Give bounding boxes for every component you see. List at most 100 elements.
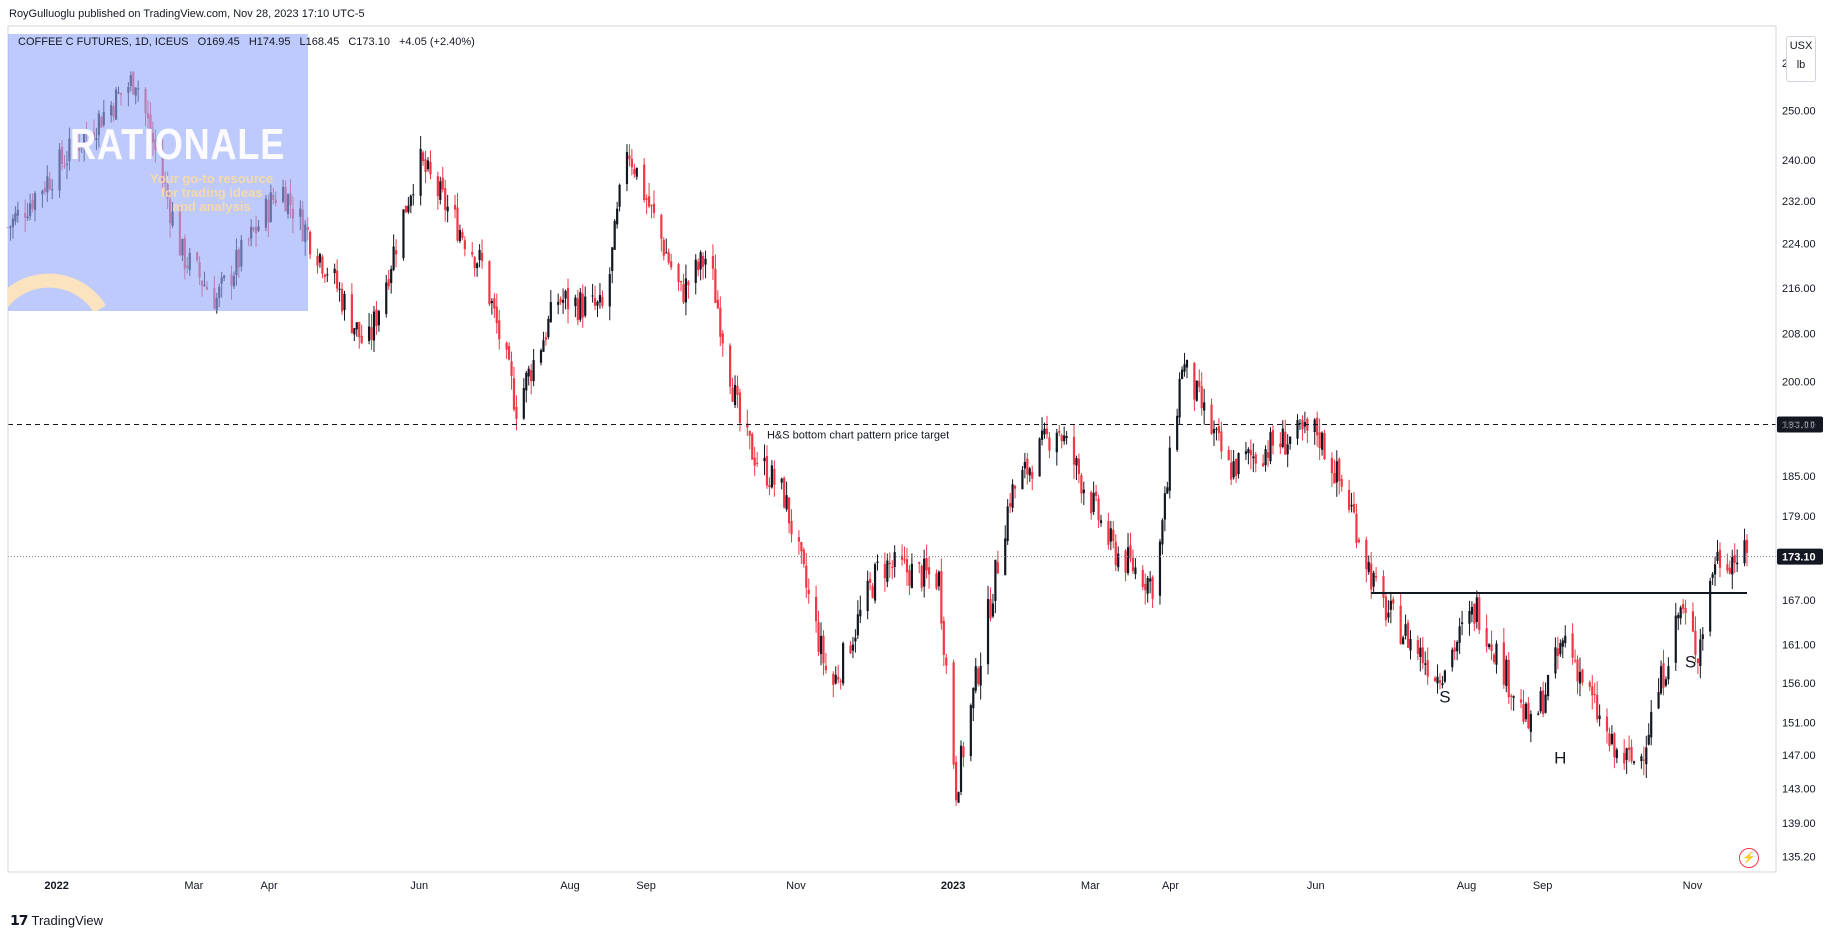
candle <box>196 251 199 263</box>
candle <box>1716 539 1719 565</box>
candle <box>986 585 990 675</box>
candle <box>611 246 614 284</box>
candle <box>1573 649 1577 664</box>
candle <box>1026 453 1029 485</box>
candle <box>1203 388 1206 425</box>
candle <box>409 194 412 214</box>
candle <box>751 432 754 460</box>
candle <box>711 244 715 281</box>
candle <box>1306 417 1309 444</box>
candle <box>1232 449 1235 480</box>
candle <box>43 181 46 196</box>
candle <box>252 226 255 232</box>
candle <box>972 687 975 722</box>
candle <box>908 565 911 596</box>
candle <box>1542 681 1545 718</box>
candle <box>613 219 616 250</box>
candle <box>471 242 474 258</box>
symbol-legend[interactable]: COFFEE C FUTURES, 1D, ICEUS O169.45 H174… <box>18 36 481 48</box>
candle <box>814 585 818 633</box>
y-tick-label: 147.00 <box>1782 750 1816 762</box>
candle <box>1436 664 1439 694</box>
candle <box>250 219 253 247</box>
candle <box>738 388 742 432</box>
candle <box>1286 434 1289 468</box>
candle <box>1220 421 1223 460</box>
candle <box>1711 571 1714 585</box>
candle <box>60 140 64 171</box>
candle <box>1112 521 1115 549</box>
candle <box>1262 454 1265 468</box>
pattern-label: S <box>1685 652 1696 671</box>
candle <box>220 271 223 298</box>
candle <box>1060 433 1063 449</box>
candle <box>1176 408 1179 452</box>
candle <box>333 263 336 284</box>
candle <box>1492 652 1496 665</box>
candle <box>1092 481 1095 515</box>
footer-brand[interactable]: 𝟭𝟳 TradingView <box>10 912 103 929</box>
candle <box>1318 418 1321 460</box>
y-tick-label: 200.00 <box>1782 376 1816 388</box>
candle <box>1519 689 1523 709</box>
candle <box>1662 649 1665 696</box>
candle <box>525 370 528 403</box>
candle <box>1254 452 1257 473</box>
candle <box>281 179 285 204</box>
candle <box>566 278 570 324</box>
candle <box>1031 465 1034 491</box>
candle <box>1731 549 1734 590</box>
candle <box>1522 689 1525 725</box>
candle <box>426 157 430 172</box>
candle <box>559 296 562 305</box>
candle <box>1296 414 1299 445</box>
candle <box>1539 686 1542 714</box>
x-tick-label: Sep <box>636 880 656 892</box>
candle <box>1546 674 1550 701</box>
candle <box>618 183 621 212</box>
candle <box>235 238 238 286</box>
candle <box>851 636 855 659</box>
candle <box>390 265 393 294</box>
candle <box>1696 658 1699 675</box>
candle <box>819 622 823 666</box>
lightning-icon[interactable]: ⚡ <box>1739 848 1759 868</box>
candle <box>576 290 579 326</box>
candle <box>721 329 724 357</box>
candle <box>1249 439 1252 470</box>
candle <box>1013 484 1017 499</box>
candle <box>394 239 398 268</box>
candle <box>375 301 378 335</box>
candle <box>1048 432 1051 459</box>
candle <box>493 293 496 319</box>
candle <box>684 264 688 316</box>
candle <box>547 315 550 340</box>
candle <box>1406 619 1410 649</box>
candle <box>596 300 599 318</box>
candle <box>1691 602 1695 633</box>
price-target-label: H&S bottom chart pattern price target <box>767 430 949 442</box>
candle <box>891 560 894 580</box>
candle <box>1674 602 1677 671</box>
watermark-subtitle-line: for trading ideas <box>160 185 263 200</box>
candle <box>1075 455 1078 481</box>
candle <box>1392 596 1395 611</box>
candle <box>1544 682 1547 714</box>
candle <box>650 204 653 219</box>
candle <box>490 298 493 315</box>
candle <box>549 290 552 323</box>
candle <box>883 552 886 592</box>
candle <box>1178 372 1181 425</box>
candle <box>1090 490 1093 520</box>
currency-button[interactable]: USX lb <box>1786 36 1816 82</box>
candle <box>1038 437 1041 477</box>
candle <box>456 193 459 243</box>
change-value: +4.05 (+2.40%) <box>399 36 475 48</box>
y-tick-label: 232.00 <box>1782 196 1816 208</box>
candle <box>1718 542 1722 578</box>
candle <box>522 378 525 420</box>
candle <box>1426 647 1429 685</box>
candle <box>601 290 604 309</box>
candle <box>1424 651 1427 675</box>
candle <box>1082 481 1085 506</box>
